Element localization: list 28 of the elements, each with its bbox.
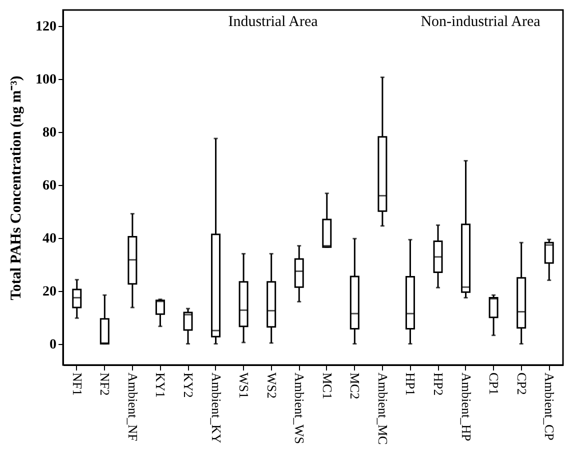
x-tick-label: Ambient_CP <box>542 372 558 440</box>
y-tick-label: 100 <box>36 72 56 88</box>
x-tick-label: Ambient_MC <box>375 372 390 445</box>
annotation: Non-industrial Area <box>420 14 541 30</box>
y-tick-label: 60 <box>42 178 56 194</box>
x-tick-label: HP2 <box>431 372 446 396</box>
y-tick-label: 80 <box>42 125 56 140</box>
x-tick-label: Ambient_WS <box>292 372 308 444</box>
y-tick-label: 120 <box>36 19 56 34</box>
x-tick-label: MC1 <box>320 372 335 400</box>
y-axis-title: Total PAHs Concentration (ng m⁻³) <box>8 76 24 300</box>
y-tick-label: 40 <box>42 231 56 246</box>
x-tick-label: Ambient_KY <box>208 372 224 444</box>
x-tick-label: KY1 <box>153 372 168 398</box>
x-tick-label: Ambient_HP <box>458 372 474 442</box>
x-tick-label: WS1 <box>236 372 252 398</box>
x-tick-label: HP1 <box>403 372 418 396</box>
y-tick-label: 0 <box>50 337 56 352</box>
x-tick-label: NF2 <box>98 372 113 396</box>
x-tick-label: CP1 <box>486 372 502 395</box>
annotation: Industrial Area <box>228 14 318 30</box>
x-tick-label: CP2 <box>514 372 530 395</box>
x-tick-label: KY2 <box>181 372 196 398</box>
y-tick-label: 20 <box>42 284 56 300</box>
x-tick-label: NF1 <box>70 372 85 396</box>
x-tick-label: WS2 <box>264 372 280 398</box>
x-tick-label: MC2 <box>348 372 363 400</box>
x-tick-label: Ambient_NF <box>125 372 140 442</box>
